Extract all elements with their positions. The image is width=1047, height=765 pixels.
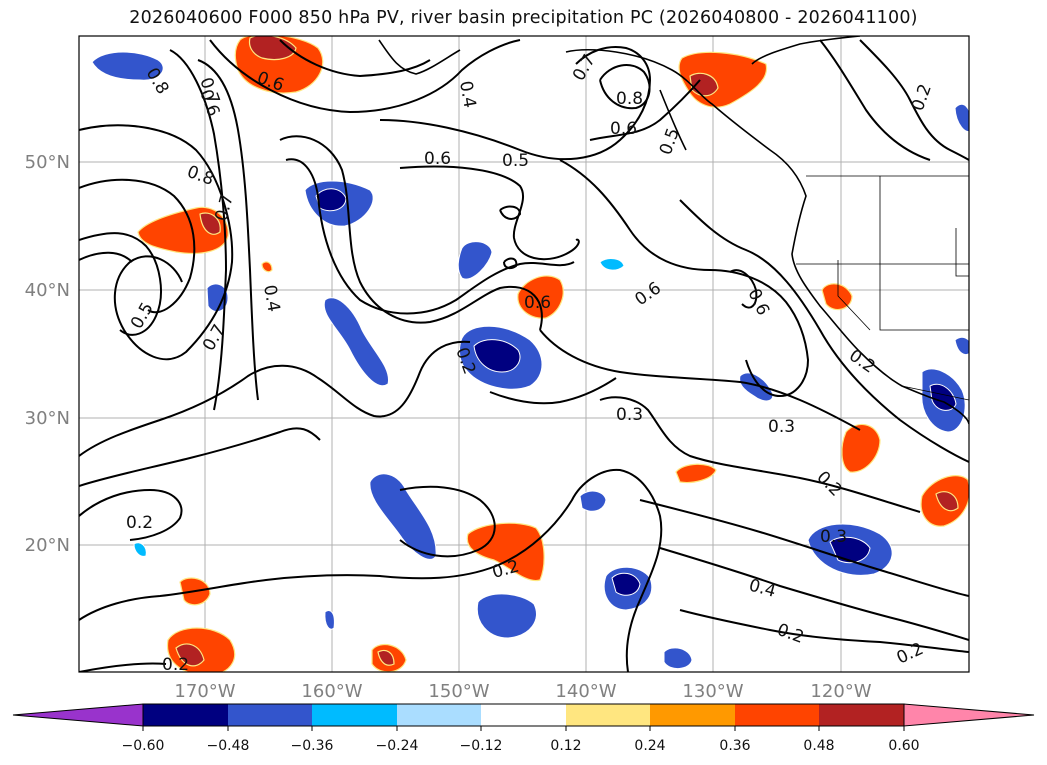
colorbar-tick-label: 0.12 xyxy=(550,738,581,754)
precip-blob xyxy=(663,647,693,669)
colorbar-tick-label: 0.36 xyxy=(719,738,750,754)
precip-blob xyxy=(829,536,871,564)
precip-blob xyxy=(935,491,959,512)
lon-label: 160°W xyxy=(301,681,362,702)
lon-label: 140°W xyxy=(555,681,616,702)
precip-blob xyxy=(91,51,164,81)
contour-label: 0.4 xyxy=(455,79,479,109)
precip-blob xyxy=(199,212,221,235)
colorbar-extend-low xyxy=(12,703,144,727)
precip-blob xyxy=(739,372,774,402)
contour-label: 0.3 xyxy=(820,527,847,547)
precip-negative-blobs xyxy=(91,51,969,669)
state-borders xyxy=(796,175,969,401)
longitude-labels: 170°W 160°W 150°W 140°W 130°W 120°W xyxy=(174,681,871,702)
precip-blob xyxy=(175,643,205,667)
colorbar-segment xyxy=(397,704,481,726)
colorbar-tick-label: 0.48 xyxy=(803,738,834,754)
contour-label: 0.8 xyxy=(616,89,643,109)
precip-blob xyxy=(377,649,395,666)
gridlines xyxy=(79,36,969,672)
lon-label: 170°W xyxy=(174,681,235,702)
precip-blob xyxy=(954,103,969,132)
lat-label: 30°N xyxy=(25,408,70,429)
precip-blob xyxy=(457,241,493,280)
colorbar-segment xyxy=(481,704,566,726)
precip-blob xyxy=(323,297,389,387)
map-panel: 0.8 0.6 0.7 0.6 0.4 0.7 0.8 0.6 0.5 0.6 … xyxy=(79,36,969,675)
precip-blob xyxy=(929,383,957,411)
colorbar-tick-label: 0.24 xyxy=(634,738,665,754)
precip-blob xyxy=(579,490,607,512)
contour-label: 0.6 xyxy=(610,119,637,139)
contour-label: 0.3 xyxy=(768,417,795,437)
precip-blob xyxy=(324,610,335,630)
colorbar-tick-label: −0.24 xyxy=(376,738,419,754)
colorbar: −0.60 −0.48 −0.36 −0.24 −0.12 0.12 0.24 … xyxy=(12,703,1035,754)
colorbar-extend-high xyxy=(903,703,1035,727)
lon-label: 130°W xyxy=(682,681,743,702)
precip-blob xyxy=(675,463,717,484)
map-title: 2026040600 F000 850 hPa PV, river basin … xyxy=(129,8,918,28)
precip-blob xyxy=(261,261,273,273)
colorbar-tick-label: 0.60 xyxy=(888,738,919,754)
precip-blob xyxy=(206,283,229,313)
coastlines xyxy=(378,36,969,425)
precip-blob xyxy=(517,275,564,319)
colorbar-segment xyxy=(819,704,904,726)
precip-blob xyxy=(954,336,969,356)
colorbar-tick-label: −0.60 xyxy=(122,738,165,754)
contour-label: 0.6 xyxy=(524,293,551,313)
pv-contours xyxy=(79,39,969,672)
contour-label: 0.6 xyxy=(424,149,451,169)
precip-positive-blobs xyxy=(137,36,969,672)
contour-label: 0.5 xyxy=(502,151,529,171)
latitude-labels: 50°N 40°N 30°N 20°N xyxy=(25,152,70,556)
precip-blob xyxy=(611,572,641,596)
lat-label: 20°N xyxy=(25,535,70,556)
colorbar-segment xyxy=(312,704,397,726)
colorbar-segment xyxy=(735,704,819,726)
colorbar-segment xyxy=(566,704,650,726)
contour-label: 0.3 xyxy=(616,405,643,425)
precip-blob xyxy=(599,258,625,271)
colorbar-tick-label: −0.36 xyxy=(291,738,334,754)
contour-label: 0.2 xyxy=(126,513,153,533)
colorbar-tick-label: −0.12 xyxy=(460,738,503,754)
precip-blob xyxy=(315,188,347,212)
colorbar-segment xyxy=(650,704,735,726)
colorbar-segment xyxy=(143,704,228,726)
precip-blob xyxy=(473,339,521,373)
contour-label: 0.4 xyxy=(259,283,283,313)
colorbar-segment xyxy=(228,704,312,726)
colorbar-tick-label: −0.48 xyxy=(207,738,250,754)
precip-blob xyxy=(466,522,545,582)
precip-blob xyxy=(133,542,147,557)
lat-label: 40°N xyxy=(25,280,70,301)
contour-label: 0.2 xyxy=(162,655,189,675)
precip-blob xyxy=(841,423,881,473)
map-frame xyxy=(78,35,970,673)
lon-label: 120°W xyxy=(810,681,871,702)
lat-label: 50°N xyxy=(25,152,70,173)
precip-blob xyxy=(476,593,537,639)
lon-label: 150°W xyxy=(428,681,489,702)
